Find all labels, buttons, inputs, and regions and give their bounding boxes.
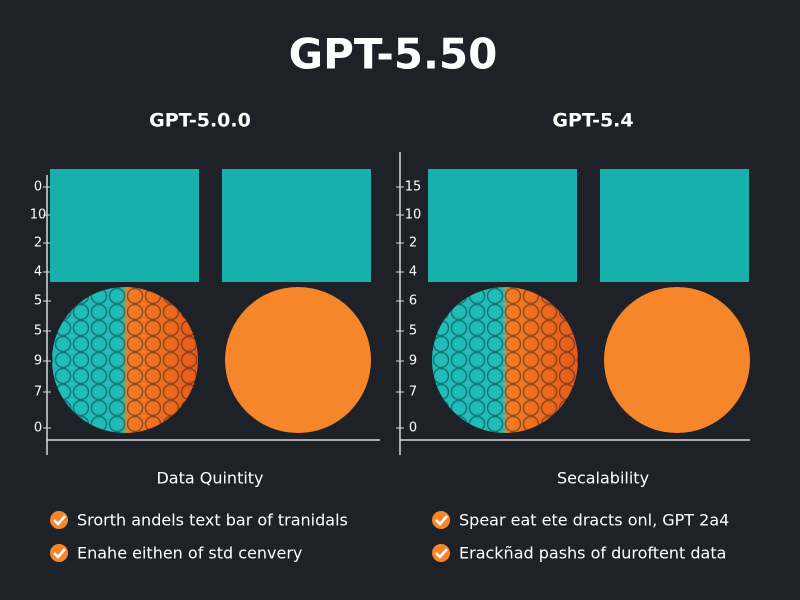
axis-label: 10	[405, 208, 422, 223]
axis-label: 0	[409, 421, 417, 436]
axis-label: 0	[34, 421, 42, 436]
axis-label: 2	[34, 236, 42, 251]
teal-block	[222, 169, 371, 282]
check-icon	[50, 544, 68, 562]
check-icon	[50, 511, 68, 529]
teal-block	[428, 169, 577, 282]
axis-label: 6	[409, 294, 417, 309]
axis-label: 9	[34, 354, 42, 369]
axis-label: 7	[34, 385, 42, 400]
axis-label: 7	[409, 385, 417, 400]
check-mark	[435, 515, 448, 526]
teal-block	[600, 169, 749, 282]
check-icon	[432, 511, 450, 529]
axis-label: 0	[34, 180, 42, 195]
page-title: GPT-5.50	[289, 30, 498, 79]
check-mark	[53, 548, 66, 559]
axis-label: 4	[409, 265, 417, 280]
axis-label: 10	[30, 208, 47, 223]
teal-block	[50, 169, 199, 282]
bullet-text: Srorth andels text bar of tranidals	[77, 511, 348, 530]
orange-circle	[604, 287, 750, 433]
axis-label: 5	[34, 294, 42, 309]
bullet-text: Spear eat ete dracts onl, GPT 2a4	[459, 511, 729, 530]
axis-label: 9	[409, 354, 417, 369]
caption: Secalability	[557, 469, 649, 488]
axis-label: 5	[34, 324, 42, 339]
orange-circle	[225, 287, 371, 433]
check-mark	[435, 548, 448, 559]
panel-title: GPT-5.4	[552, 110, 633, 132]
bullet-text: Enahe eithen of std cenvery	[77, 544, 302, 563]
caption: Data Quintity	[156, 469, 263, 488]
axis-label: 15	[405, 180, 422, 195]
panel-title: GPT-5.0.0	[149, 110, 251, 132]
sphere-cells	[52, 287, 198, 433]
check-mark	[53, 515, 66, 526]
axis-label: 4	[34, 265, 42, 280]
axis-label: 5	[409, 324, 417, 339]
axis-label: 2	[409, 236, 417, 251]
bullet-text: Erackñad pashs of duroftent data	[459, 544, 726, 563]
sphere-cells	[432, 287, 578, 433]
check-icon	[432, 544, 450, 562]
